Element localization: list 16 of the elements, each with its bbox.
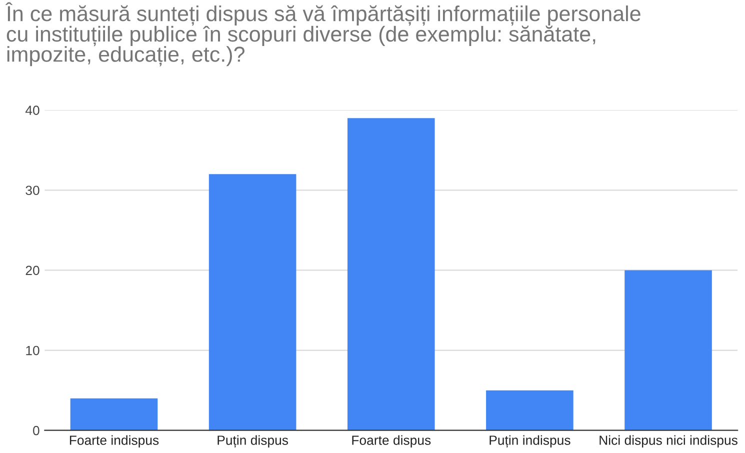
y-tick-label: 30	[26, 186, 40, 196]
x-tick-label: Foarte dispus	[352, 435, 431, 448]
x-tick-label: Nici dispus nici indispus	[600, 435, 738, 448]
x-tick-label: Puțin dispus	[218, 435, 288, 448]
bar	[347, 118, 435, 430]
x-tick-label: Puțin indispus	[490, 435, 570, 448]
y-tick-label: 0	[33, 426, 40, 436]
x-tick-label: Foarte indispus	[70, 435, 159, 448]
bar	[486, 390, 574, 430]
y-tick-label: 10	[26, 346, 40, 356]
bar	[70, 398, 158, 430]
bar	[208, 174, 296, 430]
y-tick-label: 40	[25, 106, 40, 115]
chart-title: În ce măsură sunteți dispus să vă împărtășiți informațiile personale cu instituțiile publice în scopuri diverse (de exemplu: sănătate, impozite, educație, etc.)?	[5, 2, 640, 66]
bar	[624, 270, 712, 430]
y-tick-label: 20	[26, 266, 40, 276]
